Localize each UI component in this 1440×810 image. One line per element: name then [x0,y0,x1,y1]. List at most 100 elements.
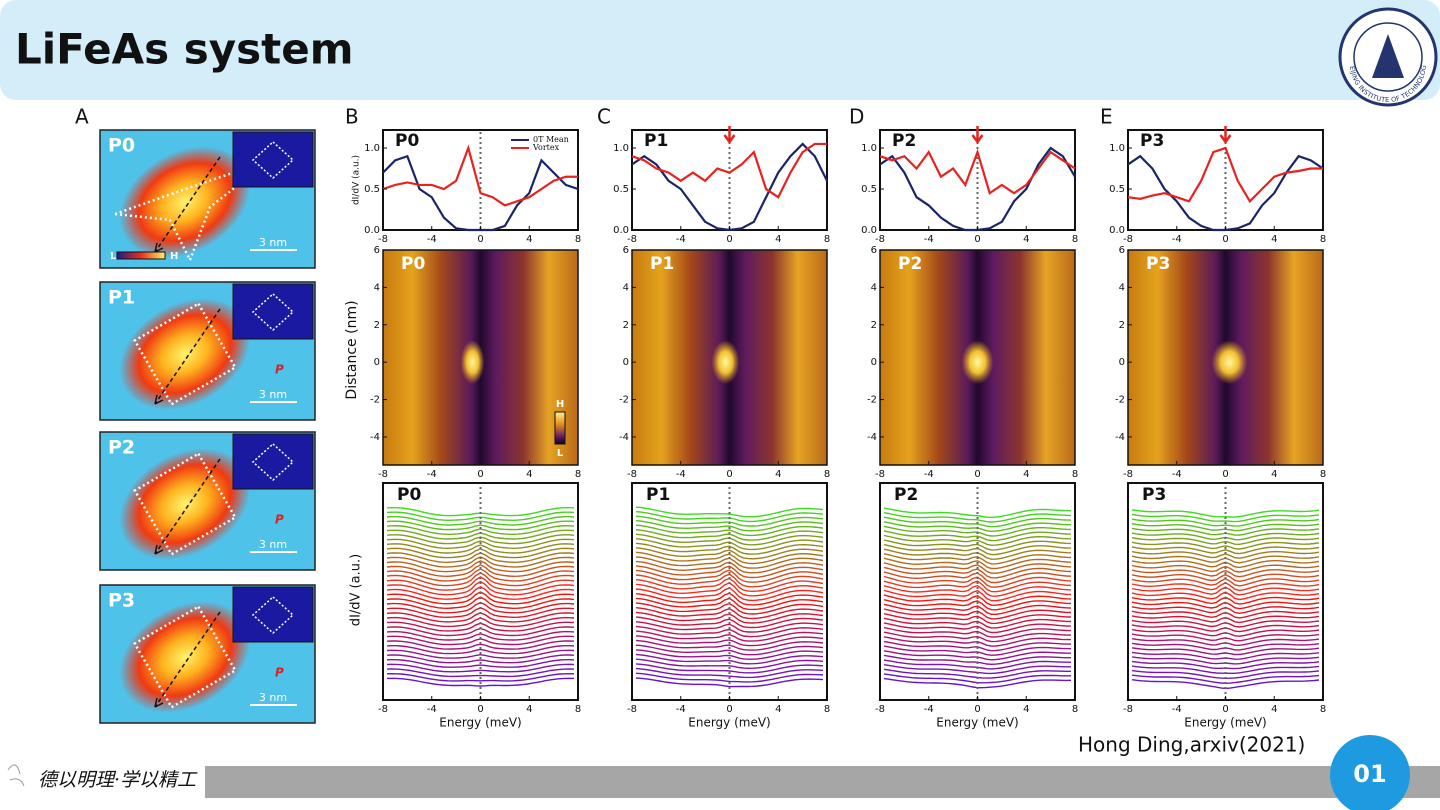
topograph-outline [114,158,271,264]
x-tick-label: 4 [1023,469,1029,480]
waterfall-trace [386,672,575,682]
x-tick-label: -4 [1172,704,1182,715]
colorbar-high: H [556,399,564,410]
y-tick-label: 6 [623,245,629,256]
y-tick-label: 0 [1119,357,1125,368]
waterfall-trace [635,529,824,541]
y-tick-label: 1.0 [1109,143,1125,154]
x-tick-label: 0 [1222,469,1228,480]
waterfall-trace [1131,523,1320,532]
y-tick-label: 0 [374,357,380,368]
waterfall-trace [635,635,824,647]
y-tick-label: -4 [1115,432,1125,443]
waterfall-trace [883,603,1072,615]
waterfall-label: P2 [894,485,918,505]
y-tick-label: 0.5 [613,184,629,195]
waterfall-trace [635,672,824,683]
y-tick-label: 1.0 [364,143,380,154]
legend-label: 0T Mean [533,135,569,144]
y-tick-label: -2 [370,395,380,406]
x-tick-label: 4 [526,704,532,715]
topograph-label: P2 [108,437,135,459]
x-tick-label: 8 [824,234,830,245]
x-tick-label: -8 [378,469,388,480]
x-tick-label: -8 [1123,704,1133,715]
x-tick-label: -8 [875,234,885,245]
x-tick-label: -4 [676,234,686,245]
cut-arrow [154,308,221,405]
topograph-label: P0 [108,135,135,157]
inset-outline [251,140,295,180]
x-tick-label: -8 [875,704,885,715]
waterfall-trace [1131,569,1320,578]
y-tick-label: 0.5 [1109,184,1125,195]
heatmap-label: P3 [1146,254,1170,274]
y-tick-label: 4 [623,282,629,293]
x-tick-label: -8 [1123,234,1133,245]
waterfall-trace [635,658,824,670]
x-tick-label: 8 [1320,704,1326,715]
heatmap-glow [711,340,740,385]
waterfall-trace [883,562,1072,574]
cut-arrowhead [154,697,164,708]
waterfall-trace [883,580,1072,593]
topograph-outline [133,302,237,406]
x-tick-label: 4 [775,704,781,715]
x-tick-label: 4 [526,469,532,480]
x-tick-label: -4 [924,704,934,715]
heatmap-label: P2 [898,254,922,274]
cut-arrowhead [154,394,164,405]
heatmap-label: P1 [650,254,674,274]
waterfall-trace [883,622,1072,634]
waterfall-trace [386,585,575,600]
y-tick-label: 2 [374,320,380,331]
inset-outline [251,595,295,635]
waterfall-trace [386,564,575,578]
waterfall-trace [386,659,575,668]
x-tick-label: 8 [1072,234,1078,245]
x-tick-label: 4 [1271,234,1277,245]
waterfall-trace [635,520,824,532]
y-tick-label: 4 [871,282,877,293]
waterfall-trace [883,553,1072,565]
x-tick-label: 4 [1023,704,1029,715]
y-tick-label: 0 [623,357,629,368]
inset-outline [251,292,295,332]
waterfall-label: P3 [1142,485,1166,505]
y-tick-label: 1.0 [613,143,629,154]
y-tick-label: 0.5 [861,184,877,195]
waterfall-trace [883,599,1072,611]
waterfall-label: P1 [646,485,670,505]
waterfall-trace [635,663,824,674]
waterfall-trace [386,677,575,687]
topograph-label: P1 [108,287,135,309]
spectra-label: P2 [892,131,916,151]
spectra-label: P0 [395,131,419,151]
panel-letter: C [597,105,611,129]
waterfall-trace [1131,546,1320,555]
waterfall-trace [635,625,824,638]
waterfall-trace [1131,573,1320,583]
x-tick-label: 0 [974,704,980,715]
waterfall-trace [635,621,824,633]
position-marker: P [275,363,284,377]
x-tick-label: -4 [676,704,686,715]
waterfall-trace [635,569,824,583]
waterfall-trace [1131,537,1320,546]
topograph-outline [133,605,237,709]
x-tick-label: 8 [575,234,581,245]
y-tick-label: 6 [374,245,380,256]
waterfall-trace [883,534,1072,547]
spectrum-line [382,144,578,207]
x-tick-label: 0 [477,469,483,480]
logo-emblem [1372,34,1404,78]
waterfall-trace [883,539,1072,551]
waterfall-trace [386,538,575,550]
waterfall-trace [635,542,824,555]
waterfall-trace [386,520,575,531]
waterfall-trace [635,565,824,579]
heatmap-glow [961,340,994,385]
y-tick-label: -2 [867,395,877,406]
x-tick-label: 4 [775,469,781,480]
